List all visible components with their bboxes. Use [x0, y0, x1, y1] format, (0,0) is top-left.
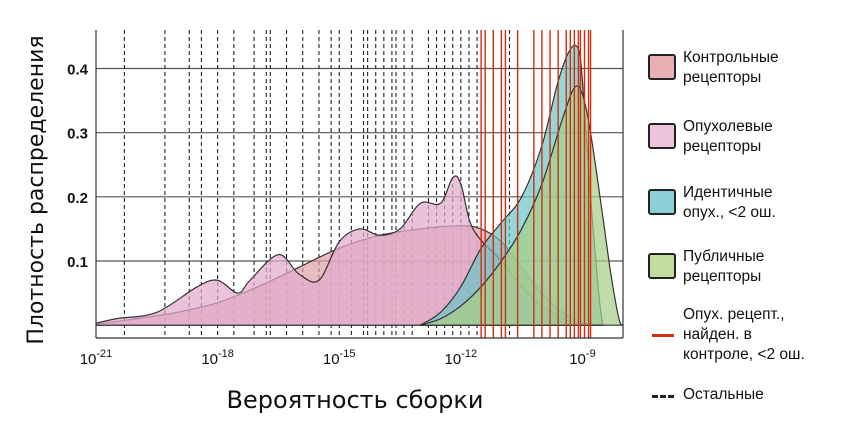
density-area-4 — [420, 85, 623, 326]
legend-swatch — [648, 253, 676, 279]
legend-swatch — [648, 123, 676, 149]
x-axis: 10-21 10-18 10-15 10-12 10-9 — [80, 348, 596, 368]
y-axis-label: Плотность распределения — [24, 35, 49, 344]
x-tick-label: 10-12 — [445, 348, 478, 368]
y-tick-label: 0.2 — [67, 190, 88, 207]
legend-swatch — [648, 189, 676, 215]
x-tick-label: 10-18 — [201, 348, 234, 368]
x-axis-label: Вероятность сборки — [227, 386, 484, 414]
plot-area — [95, 30, 624, 339]
y-tick-label: 0.3 — [67, 126, 88, 143]
x-tick-label: 10-9 — [569, 348, 595, 368]
legend-label: Остальные — [683, 386, 764, 403]
y-axis: 0.1 0.2 0.3 0.4 — [67, 62, 89, 272]
x-tick-label: 10-21 — [80, 348, 113, 368]
legend-swatch — [648, 54, 676, 80]
legend-line-marker — [652, 334, 674, 337]
legend-label: Публичные рецепторы — [683, 248, 765, 285]
y-tick-label: 0.1 — [67, 254, 88, 271]
x-tick-label: 10-15 — [323, 348, 356, 368]
legend-label: Контрольные рецепторы — [683, 49, 779, 86]
legend-line-marker — [652, 395, 674, 398]
legend-label: Опух. рецепт., найден. в контроле, <2 ош… — [683, 306, 805, 363]
legend-label: Идентичные опух., <2 ош. — [683, 184, 776, 221]
legend-label: Опухолевые рецепторы — [683, 118, 773, 155]
y-tick-label: 0.4 — [67, 62, 89, 79]
